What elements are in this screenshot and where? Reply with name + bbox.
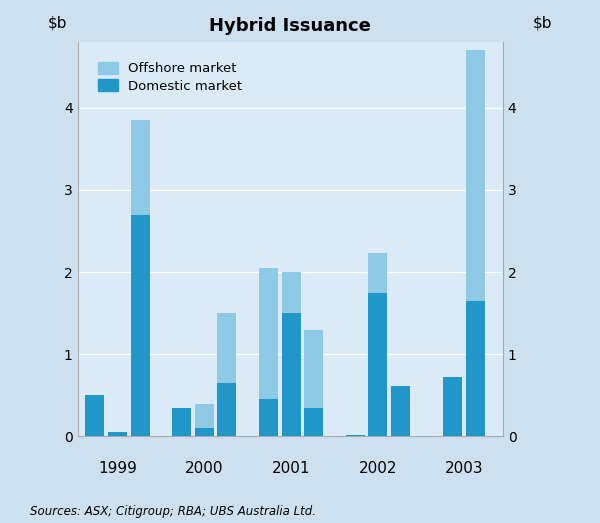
Bar [281, 272, 301, 313]
Text: 2003: 2003 [445, 461, 483, 476]
Bar [368, 253, 388, 293]
Bar [466, 50, 485, 301]
Bar [346, 435, 365, 437]
Legend: Offshore market, Domestic market: Offshore market, Domestic market [92, 56, 248, 98]
Bar [443, 377, 462, 437]
Bar [304, 408, 323, 437]
Bar [108, 433, 127, 437]
Bar [368, 293, 388, 437]
Bar [131, 120, 149, 214]
Text: Sources: ASX; Citigroup; RBA; UBS Australia Ltd.: Sources: ASX; Citigroup; RBA; UBS Austra… [30, 505, 316, 518]
Bar [466, 301, 485, 437]
Bar [391, 385, 410, 437]
Text: 2001: 2001 [272, 461, 310, 476]
Text: 2002: 2002 [359, 461, 397, 476]
Bar [85, 395, 104, 437]
Text: 2000: 2000 [185, 461, 224, 476]
Text: 1999: 1999 [98, 461, 137, 476]
Bar [195, 428, 214, 437]
Bar [259, 268, 278, 400]
Bar [217, 383, 236, 437]
Bar [281, 313, 301, 437]
Title: Hybrid Issuance: Hybrid Issuance [209, 17, 371, 35]
Bar [259, 400, 278, 437]
Text: $b: $b [48, 15, 67, 30]
Bar [217, 313, 236, 383]
Bar [195, 404, 214, 428]
Bar [172, 408, 191, 437]
Bar [304, 329, 323, 408]
Text: $b: $b [533, 15, 552, 30]
Bar [131, 214, 149, 437]
